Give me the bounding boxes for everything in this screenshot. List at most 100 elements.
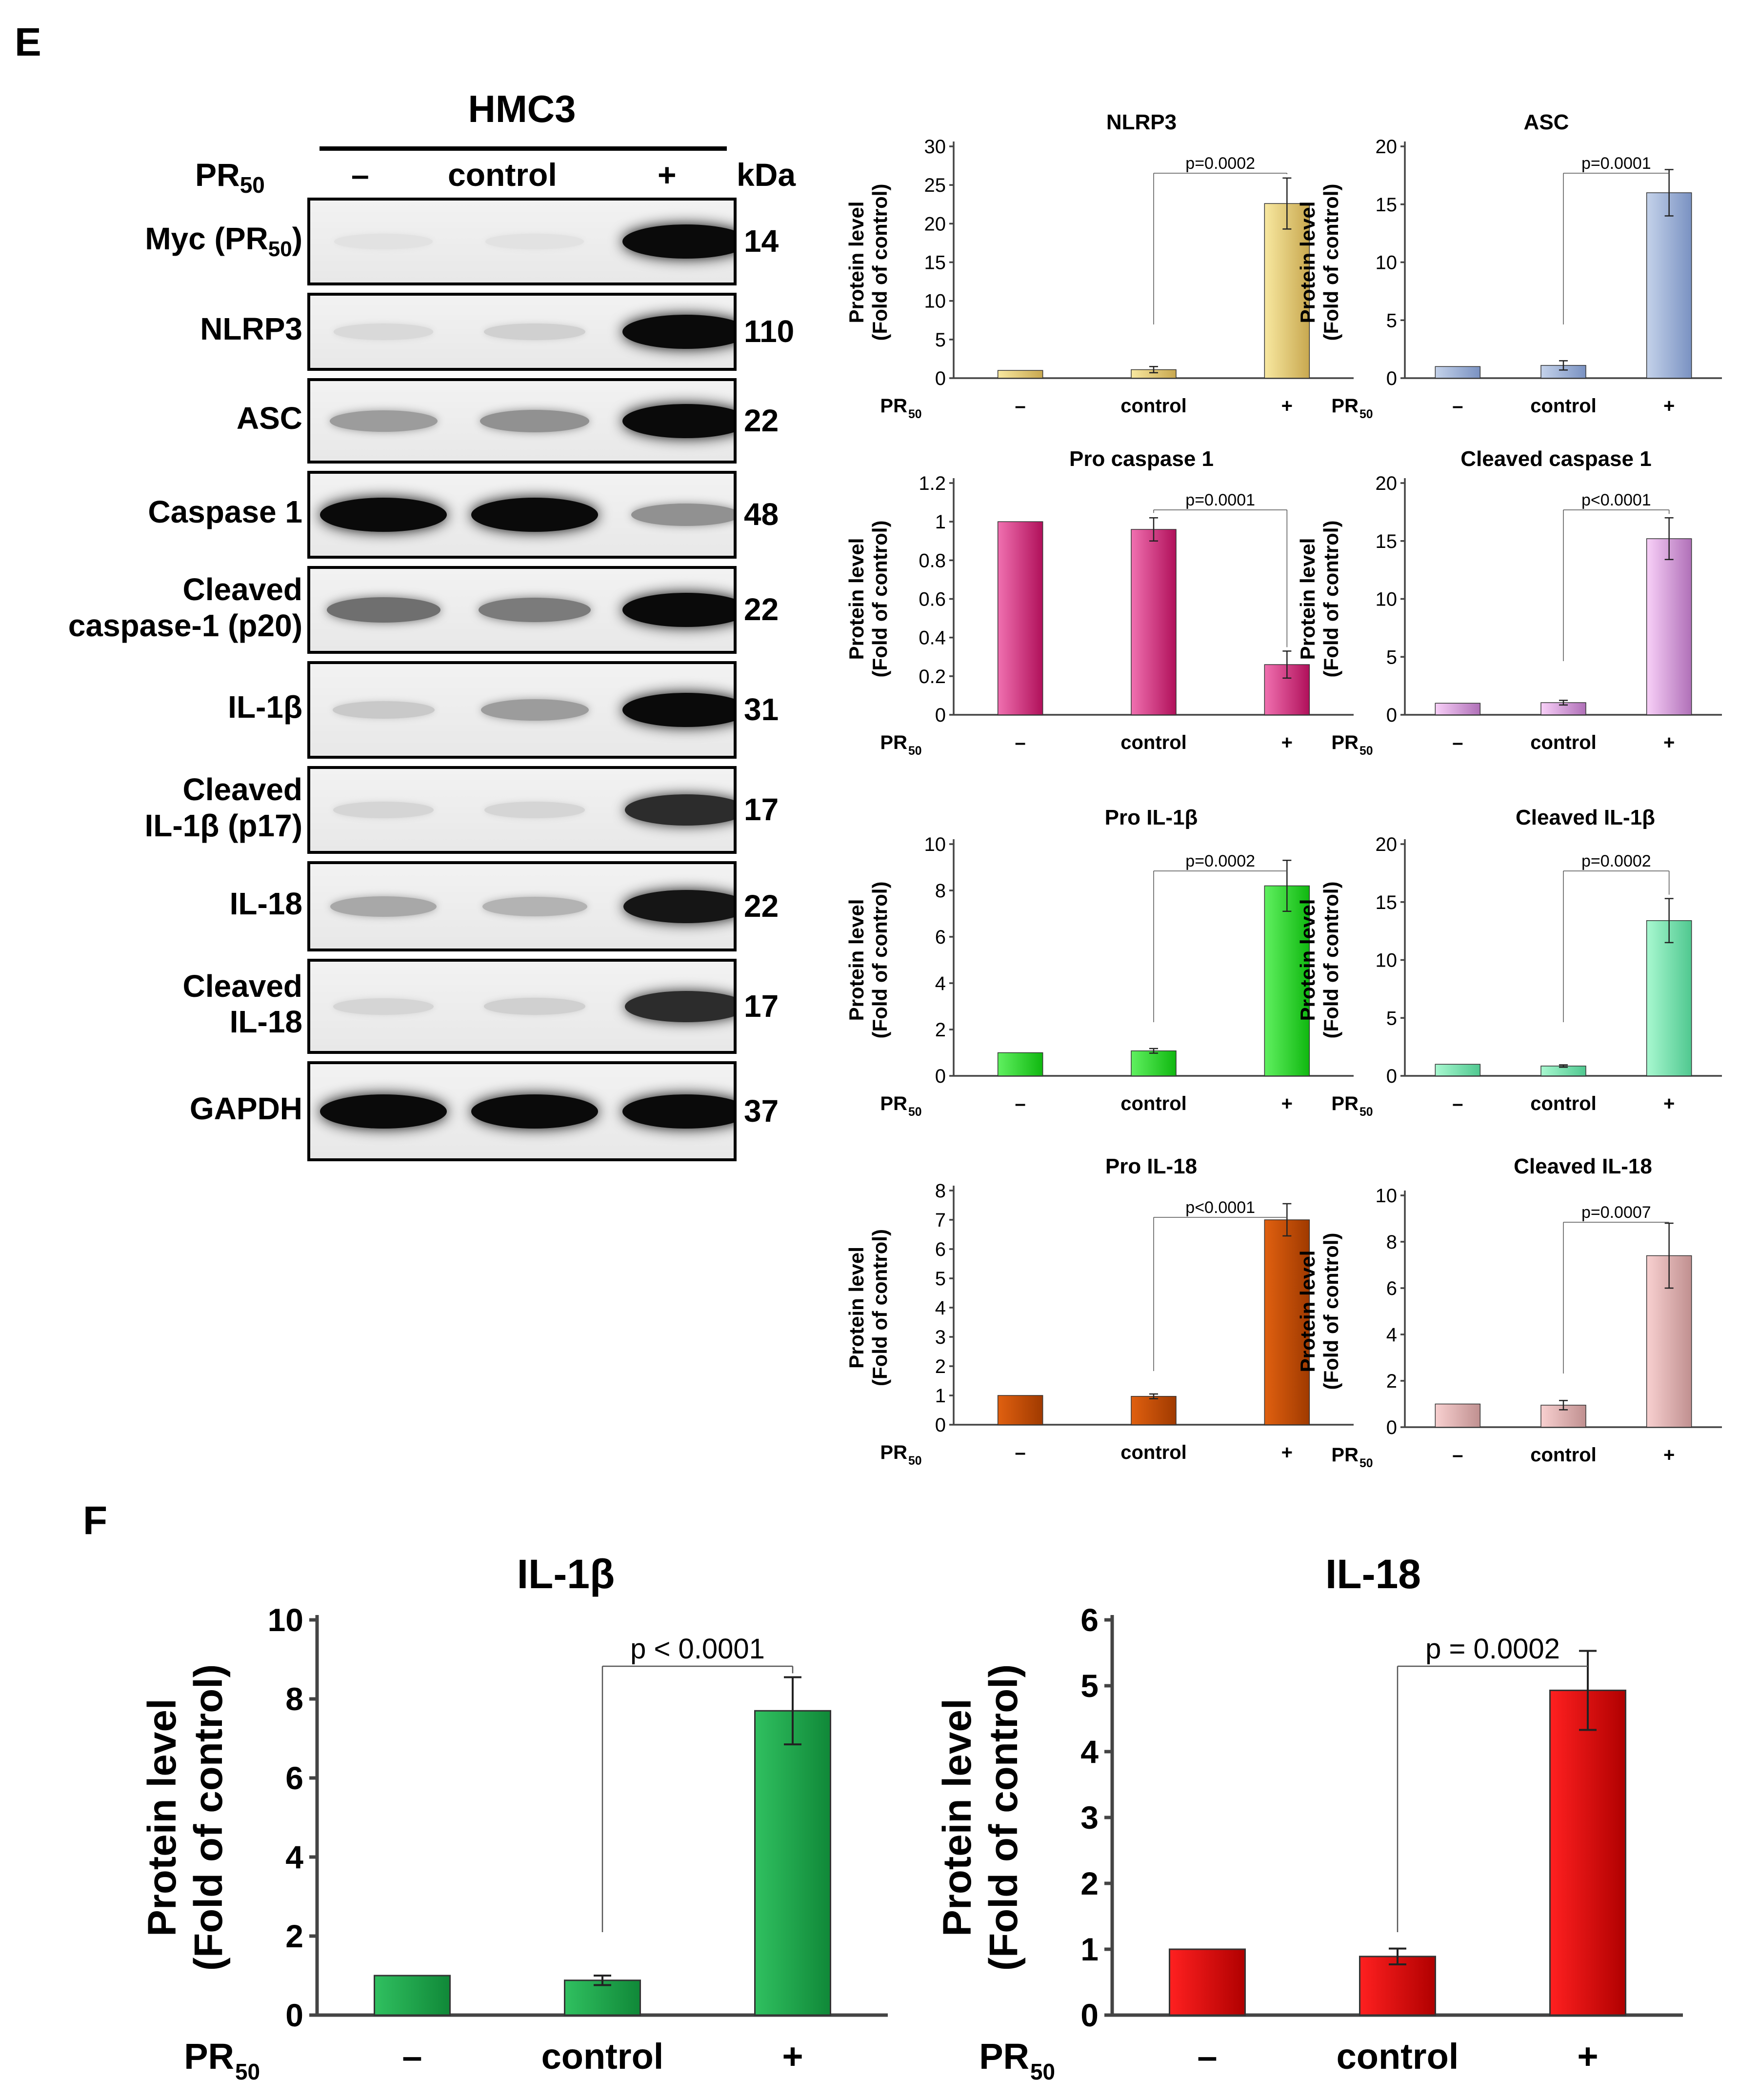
- blot-band: [622, 224, 734, 259]
- y-axis-label-line2: (Fold of control): [1319, 882, 1342, 1039]
- x-category-label: control: [1530, 732, 1597, 753]
- x-category-label: control: [1530, 1093, 1597, 1114]
- panel-label-f: F: [83, 1498, 108, 1543]
- bar: [1435, 366, 1481, 379]
- pr50-header-label: PR50: [195, 157, 265, 198]
- blot-band: [623, 889, 734, 923]
- kda-header: kDa: [737, 157, 796, 193]
- y-tick-label: 15: [1376, 531, 1398, 552]
- y-tick-label: 4: [1386, 1324, 1397, 1346]
- y-axis-label-line2: (Fold of control): [868, 882, 891, 1039]
- blot-row-label-line2: IL-1β (p17): [144, 808, 302, 843]
- bar: [754, 1710, 831, 2016]
- y-tick-label: 8: [1386, 1232, 1397, 1253]
- p-value-label: p<0.0001: [1581, 491, 1651, 509]
- cell-line-underline: [320, 146, 727, 151]
- x-axis-label-sub: 50: [1359, 1106, 1373, 1119]
- y-tick-label: 0: [1386, 1066, 1397, 1087]
- blot-band: [471, 1094, 598, 1129]
- x-axis-label: PR: [880, 395, 907, 417]
- chart-title: Pro IL-18: [1105, 1154, 1197, 1178]
- y-tick-label: 15: [924, 252, 946, 274]
- x-axis-label: PR: [1331, 1093, 1359, 1114]
- y-axis-label-line2: (Fold of control): [981, 1664, 1026, 1971]
- blot-row-label-sub: 50: [268, 237, 292, 261]
- y-tick-label: 0: [935, 705, 946, 726]
- blot-band: [333, 998, 434, 1015]
- blot-row-label-text: GAPDH: [189, 1090, 302, 1126]
- x-category-label: +: [1281, 732, 1293, 753]
- y-tick-label: 4: [1080, 1734, 1099, 1770]
- y-tick-label: 0: [935, 1066, 946, 1087]
- y-tick-label: 10: [1376, 589, 1398, 610]
- bar: [1359, 1956, 1436, 2016]
- x-category-label: +: [1281, 1093, 1293, 1114]
- y-tick-label: 3: [935, 1327, 946, 1348]
- y-tick-label: 4: [935, 1297, 946, 1319]
- x-category-label: +: [1663, 1093, 1675, 1114]
- y-tick-label: 5: [1080, 1668, 1099, 1704]
- bar: [997, 370, 1043, 379]
- y-tick-label: 0: [935, 1414, 946, 1436]
- bar: [1131, 1050, 1177, 1076]
- y-tick-label: 15: [1376, 194, 1398, 216]
- x-category-label: control: [541, 2036, 664, 2077]
- blot-row-label-line2: IL-18: [229, 1004, 302, 1040]
- x-category-label: control: [1120, 1442, 1187, 1463]
- bar: [564, 1979, 641, 2016]
- y-tick-label: 30: [924, 136, 946, 158]
- blot-band: [622, 593, 734, 627]
- p-value-label: p=0.0001: [1185, 491, 1255, 509]
- blot-row-label: Caspase 1: [10, 494, 302, 530]
- x-category-label: +: [1577, 2036, 1598, 2077]
- y-axis-label-line2: (Fold of control): [186, 1664, 231, 1971]
- blot-band: [631, 504, 734, 526]
- blot-row-label-text: NLRP3: [200, 311, 302, 346]
- x-axis-label-sub: 50: [1359, 408, 1373, 421]
- blot-strip: [307, 1061, 737, 1161]
- blot-row-label: NLRP3: [10, 311, 302, 347]
- kda-value: 48: [744, 497, 779, 532]
- kda-value: 17: [744, 988, 779, 1024]
- p-value-label: p<0.0001: [1185, 1198, 1255, 1217]
- y-tick-label: 5: [935, 1268, 946, 1290]
- y-axis-label-line2: (Fold of control): [1319, 1233, 1342, 1390]
- blot-row-label-text: Myc (PR: [145, 221, 268, 256]
- y-tick-label: 6: [935, 1239, 946, 1260]
- bar: [997, 521, 1043, 715]
- panel-label-e: E: [15, 20, 41, 64]
- blot-band: [622, 315, 734, 349]
- chart-title: Cleaved caspase 1: [1460, 447, 1651, 471]
- y-axis-label: Protein level: [845, 202, 868, 323]
- x-category-label: control: [1530, 395, 1597, 417]
- blot-strip: [307, 378, 737, 464]
- y-axis-label-line2: (Fold of control): [868, 184, 891, 341]
- y-tick-label: 0: [935, 368, 946, 389]
- blot-row-label-tail: ): [292, 221, 302, 256]
- blot-band: [471, 498, 598, 532]
- kda-value: 22: [744, 403, 779, 438]
- y-tick-label: 0.2: [919, 666, 946, 687]
- y-tick-label: 6: [935, 927, 946, 948]
- y-tick-label: 8: [285, 1681, 303, 1717]
- y-tick-label: 0.8: [919, 550, 946, 571]
- blot-row-label: IL-1β: [10, 689, 302, 726]
- blot-band: [333, 802, 434, 818]
- blot-strip: [307, 471, 737, 559]
- y-tick-label: 10: [1376, 252, 1398, 274]
- blot-strip: [307, 293, 737, 371]
- p-value-label: p=0.0002: [1185, 852, 1255, 870]
- bar: [1646, 538, 1692, 715]
- chart-title: Pro caspase 1: [1069, 447, 1214, 471]
- x-axis-label-sub: 50: [1030, 2059, 1055, 2084]
- y-axis-label: Protein level: [845, 899, 868, 1021]
- blot-band: [624, 990, 734, 1022]
- lane-label-control: control: [448, 157, 557, 193]
- x-axis-label-sub: 50: [908, 408, 922, 421]
- y-tick-label: 2: [285, 1918, 303, 1954]
- y-tick-label: 2: [1080, 1865, 1099, 1901]
- blot-strip: [307, 766, 737, 854]
- blot-strip: [307, 959, 737, 1054]
- blot-band: [622, 693, 734, 727]
